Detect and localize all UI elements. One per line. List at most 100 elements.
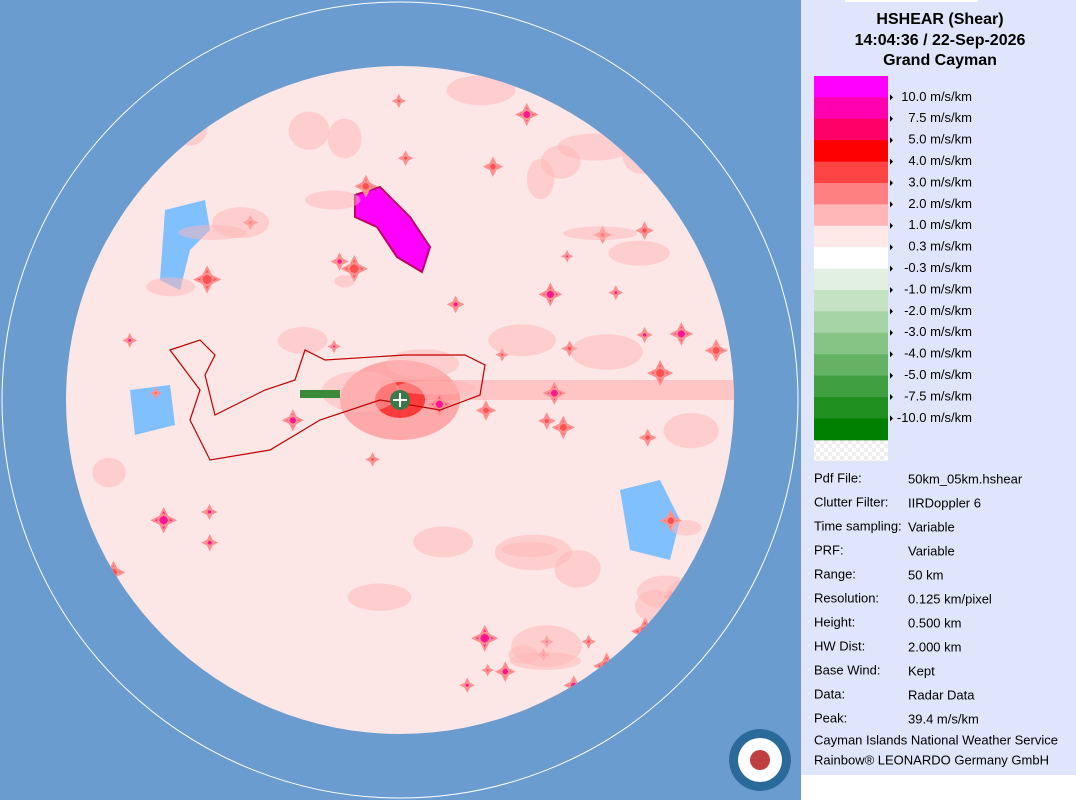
echo-patch [663,412,719,449]
legend-swatch [814,332,888,355]
info-value: 2.000 km [908,639,961,654]
echo-cell [397,150,414,167]
panel-strip [845,0,978,2]
echo-cell [446,295,465,314]
info-table: Pdf File: 50km_05km.hshear Clutter Filter:… [814,470,1023,726]
echo-patch [563,226,638,241]
info-label: Data: [814,686,845,701]
legend-arrow [890,372,893,379]
info-value: Radar Data [908,687,975,702]
legend-label: 2.0 m/s/km [908,196,972,211]
legend-arrow [890,222,893,229]
legend-swatch [814,268,888,291]
legend-arrow [890,94,893,101]
legend: 10.0 m/s/km 7.5 m/s/km 5.0 m/s/km 4.0 m/s/k… [814,76,972,441]
legend-label: 10.0 m/s/km [901,89,972,104]
echo-cell [669,321,694,346]
legend-arrow [890,287,893,293]
echo-cell [471,624,499,652]
legend-nodata [814,440,888,461]
info-value: 39.4 m/s/km [908,711,979,726]
legend-label: 4.0 m/s/km [908,153,972,168]
site-name: Grand Cayman [883,52,997,69]
legend-arrow [890,308,893,315]
echo-patch [570,334,643,370]
echo-cell [542,381,567,405]
legend-arrow [890,265,893,272]
legend-arrow [890,201,893,208]
legend-label: 1.0 m/s/km [908,217,972,232]
echo-patch [92,457,126,488]
echo-cell [581,634,596,649]
info-label: HW Dist: [814,638,865,653]
echo-cell [150,506,178,534]
echo-cell [149,386,163,400]
legend-swatch [814,311,888,334]
info-value: 50 km [908,567,943,582]
legend-swatch [814,247,888,270]
echo-cell [122,332,138,348]
legend-swatch [814,354,888,377]
legend-label: -1.0 m/s/km [904,281,972,296]
legend-arrow [890,394,893,400]
echo-patch [386,349,460,378]
legend-label: 0.3 m/s/km [908,239,972,254]
timestamp: 14:04:36 / 22-Sep-2026 [855,32,1026,49]
echo-cell [330,252,349,271]
echo-cell [391,93,406,109]
echo-cell [193,265,222,294]
echo-patch [509,652,582,670]
legend-label: -2.0 m/s/km [904,303,972,318]
legend-label: 7.5 m/s/km [908,110,972,125]
echo-patch [413,526,474,558]
legend-arrow [890,158,893,165]
echo-patch [288,111,330,150]
legend-swatch [814,290,888,312]
legend-arrow [890,351,893,358]
legend-swatch [814,140,888,163]
echo-cell [327,339,341,354]
legend-label: -0.3 m/s/km [904,260,972,275]
info-label: Peak: [814,710,847,725]
info-label: Base Wind: [814,662,880,677]
legend-arrow [890,180,893,186]
legend-label: -5.0 m/s/km [904,367,972,382]
echo-cell [704,338,728,363]
echo-patch [327,118,362,159]
legend-swatch [814,97,888,120]
legend-swatch [814,76,888,98]
echo-cell [659,509,683,533]
legend-swatch [814,375,888,398]
range-ring [1,1,799,799]
echo-cell [482,156,504,177]
legend-swatch [814,183,888,205]
legend-label: -10.0 m/s/km [897,410,972,425]
echo-patch [446,75,516,106]
echo-patch [501,542,558,558]
legend-swatch [814,418,888,441]
legend-swatch [814,397,888,419]
legend-swatch [814,118,888,141]
legend-label: 3.0 m/s/km [908,174,972,189]
legend-swatch [814,204,888,227]
echo-cell [354,174,378,198]
info-label: Resolution: [814,590,879,605]
echo-cell [608,285,624,301]
echo-cell [281,409,304,432]
echo-cell [427,392,452,417]
info-value: IIRDoppler 6 [908,495,981,510]
echo-patch [671,520,702,536]
logo [729,729,791,791]
info-label: Pdf File: [814,470,862,485]
echo-patch [211,207,270,239]
info-value: 0.500 km [908,615,961,630]
info-value: Kept [908,663,935,678]
echo-cell [638,428,657,447]
info-label: Clutter Filter: [814,494,888,509]
legend-arrow [890,137,893,144]
legend-swatch [814,225,888,248]
legend-label: -7.5 m/s/km [904,388,972,403]
legend-arrow [890,415,893,422]
echo-patch [277,327,328,354]
echo-cell [537,412,556,430]
